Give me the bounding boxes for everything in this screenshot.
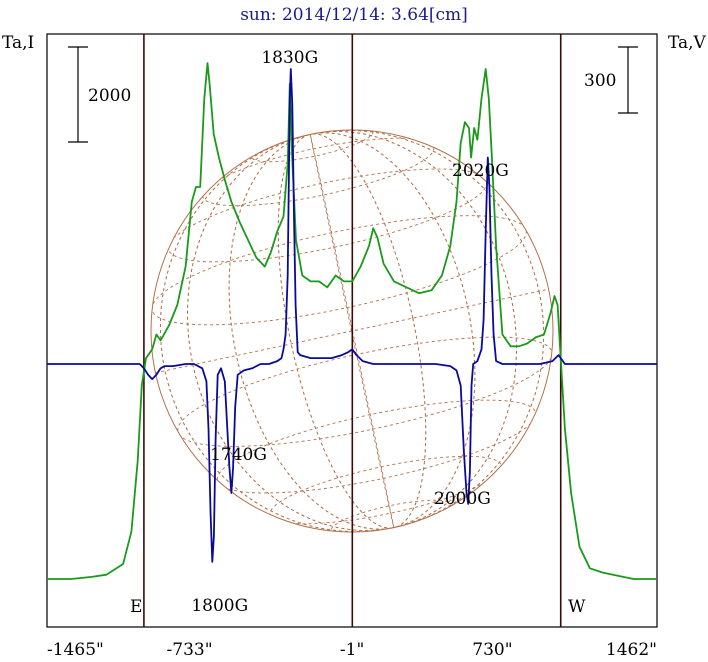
west-limb-label: W xyxy=(568,597,586,617)
latitude-gridline xyxy=(330,499,454,537)
annotation-1800g: 1800G xyxy=(191,596,248,616)
east-limb-label: E xyxy=(130,597,142,617)
x-tick-label: 730" xyxy=(472,640,512,660)
x-tick-label: 1462" xyxy=(606,640,657,660)
right-axis-label: Ta,V xyxy=(668,33,707,53)
longitude-gridline xyxy=(159,129,545,533)
series-intensity-line xyxy=(47,62,657,580)
series-layer xyxy=(47,62,657,580)
annotation-1830g: 1830G xyxy=(261,48,318,68)
x-tick-label: -733" xyxy=(167,640,213,660)
left-scale-bar xyxy=(68,46,88,143)
x-tick-label: -1465" xyxy=(47,640,104,660)
latitude-gridline xyxy=(151,215,527,326)
left-scale-bar-label: 2000 xyxy=(88,86,131,106)
annotation-2000g: 2000G xyxy=(434,489,491,509)
left-axis-label: Ta,I xyxy=(2,33,34,53)
latitude-gridline xyxy=(250,125,374,163)
longitude-gridline xyxy=(277,133,427,529)
chart-title: sun: 2014/12/14: 3.64[cm] xyxy=(240,5,468,25)
right-scale-bar-label: 300 xyxy=(584,71,616,91)
annotation-1740g: 1740G xyxy=(210,445,267,465)
x-tick-label: -1" xyxy=(340,640,364,660)
series-polarization-line xyxy=(47,68,657,563)
annotation-layer: 1830G 2020G 1740G 2000G 1800G xyxy=(191,48,509,616)
x-tick-layer: -1465" -733" -1" 730" 1462" xyxy=(47,640,657,660)
right-scale-bar xyxy=(618,46,638,114)
annotation-2020g: 2020G xyxy=(452,161,509,181)
